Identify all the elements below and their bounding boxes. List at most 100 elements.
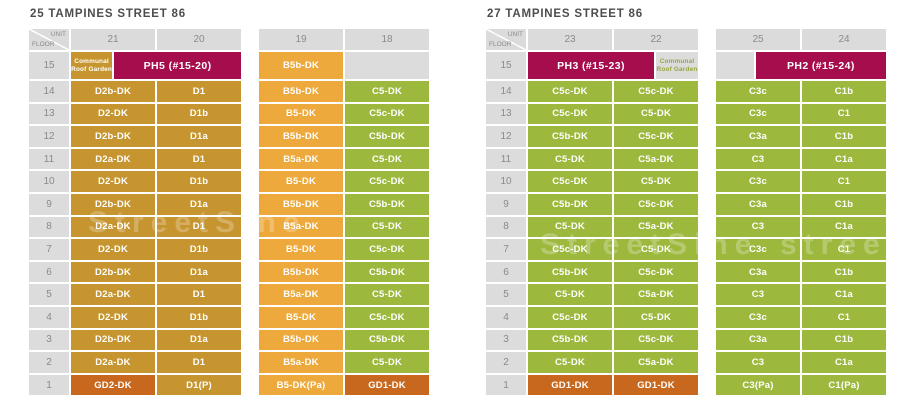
- unit-cell: C3c: [716, 81, 800, 102]
- unit-cell: C3: [716, 216, 800, 238]
- unit-cell: C5c-DK: [528, 306, 612, 328]
- floor-row: B5b-DK C5b-DK: [259, 126, 429, 147]
- unit-cell: C3a: [716, 261, 800, 283]
- unit-cell: D2b-DK: [71, 81, 155, 102]
- penthouse-cell: PH5 (#15-20): [114, 52, 241, 79]
- unit-cell: C3c: [716, 239, 800, 260]
- empty-cell: [716, 52, 754, 79]
- unit-cell: B5-DK: [259, 171, 343, 192]
- floor-row-9: 9 D2b-DK D1a: [29, 193, 241, 215]
- stack-header-25: 25: [716, 29, 800, 50]
- floor-row-14: 14 C5c-DK C5c-DK: [486, 81, 698, 102]
- unit-cell: C5-DK: [614, 239, 698, 260]
- unit-cell: C1b: [802, 126, 886, 147]
- stack-header-20: 20: [157, 29, 241, 50]
- unit-cell: B5a-DK: [259, 284, 343, 305]
- floor-row: C3 C1a: [716, 216, 886, 238]
- floor-row-13: 13 C5c-DK C5-DK: [486, 103, 698, 125]
- unit-cell: B5-DK: [259, 103, 343, 125]
- unit-cell: B5b-DK: [259, 193, 343, 215]
- floor-number-cell: 7: [29, 239, 69, 260]
- unit-floor-corner-cell: UNIT FLOOR: [486, 29, 526, 50]
- floor-row-15: 15 PH3 (#15-23) Communal Roof Garden: [486, 52, 698, 79]
- floor-number-cell: 14: [486, 81, 526, 102]
- unit-cell: C5-DK: [528, 284, 612, 305]
- table-header-row: UNIT FLOOR 23 22: [486, 29, 698, 50]
- unit-cell: D1: [157, 81, 241, 102]
- unit-cell: C5b-DK: [528, 261, 612, 283]
- floor-number-cell: 6: [29, 261, 69, 283]
- unit-cell: D1a: [157, 193, 241, 215]
- floor-row-9: 9 C5b-DK C5c-DK: [486, 193, 698, 215]
- unit-cell: C1: [802, 103, 886, 125]
- floor-number-cell: 1: [29, 374, 69, 396]
- unit-cell: B5-DK: [259, 239, 343, 260]
- floor-number-cell: 13: [29, 103, 69, 125]
- floor-number-cell: 13: [486, 103, 526, 125]
- floor-row-2: 2 C5-DK C5a-DK: [486, 352, 698, 373]
- unit-cell: C1b: [802, 329, 886, 351]
- floor-row: C3c C1: [716, 306, 886, 328]
- unit-cell: D2b-DK: [71, 329, 155, 351]
- unit-cell: C1b: [802, 261, 886, 283]
- unit-cell: C5c-DK: [614, 126, 698, 147]
- unit-cell: C1a: [802, 284, 886, 305]
- unit-cell: C3(Pa): [716, 374, 800, 396]
- unit-stack-table: UNIT FLOOR 23 22 15 PH3 (#15-23) Communal Roof…: [486, 29, 698, 397]
- unit-cell: C5c-DK: [345, 171, 429, 192]
- floor-row: B5-DK(Pa) GD1-DK: [259, 374, 429, 396]
- unit-cell: C5c-DK: [528, 239, 612, 260]
- floor-row: B5-DK C5c-DK: [259, 103, 429, 125]
- unit-stack-table: 25 24 PH2 (#15-24) C3c C1b C3c C1 C3a C1b C3 C1a C3…: [716, 29, 886, 397]
- floor-row-1: 1 GD2-DK D1(P): [29, 374, 241, 396]
- floor-row-14: 14 D2b-DK D1: [29, 81, 241, 102]
- floor-row: B5b-DK C5-DK: [259, 81, 429, 102]
- floor-row: B5b-DK: [259, 52, 429, 79]
- floor-number-cell: 8: [29, 216, 69, 238]
- floor-row: B5a-DK C5-DK: [259, 148, 429, 170]
- unit-cell: C5b-DK: [528, 329, 612, 351]
- floor-label: FLOOR: [32, 41, 55, 48]
- building-title: 27 TAMPINES STREET 86: [487, 8, 643, 20]
- floor-row-2: 2 D2a-DK D1: [29, 352, 241, 373]
- unit-cell: C1(Pa): [802, 374, 886, 396]
- floor-number-cell: 1: [486, 374, 526, 396]
- stack-header-23: 23: [528, 29, 612, 50]
- unit-cell: C5-DK: [345, 148, 429, 170]
- floor-number-cell: 3: [486, 329, 526, 351]
- unit-stack-table: 19 18 B5b-DK B5b-DK C5-DK B5-DK C5c-DK B5b-DK C5…: [259, 29, 429, 397]
- unit-cell: C5c-DK: [614, 81, 698, 102]
- unit-cell: C5b-DK: [345, 261, 429, 283]
- floor-row-3: 3 C5b-DK C5c-DK: [486, 329, 698, 351]
- floor-row-5: 5 D2a-DK D1: [29, 284, 241, 305]
- stack-header-22: 22: [614, 29, 698, 50]
- floor-row: PH2 (#15-24): [716, 52, 886, 79]
- unit-cell: C3c: [716, 306, 800, 328]
- floor-row-7: 7 C5c-DK C5-DK: [486, 239, 698, 260]
- floor-row: B5a-DK C5-DK: [259, 284, 429, 305]
- table-header-row: UNIT FLOOR 21 20: [29, 29, 241, 50]
- floor-row-15: 15 Communal Roof Garden PH5 (#15-20): [29, 52, 241, 79]
- unit-cell: C1: [802, 306, 886, 328]
- unit-cell: C5b-DK: [528, 193, 612, 215]
- floor-row: C3a C1b: [716, 126, 886, 147]
- floor-row: B5b-DK C5b-DK: [259, 329, 429, 351]
- floor-number-cell: 6: [486, 261, 526, 283]
- unit-cell: B5a-DK: [259, 216, 343, 238]
- unit-cell: D2-DK: [71, 103, 155, 125]
- communal-roof-garden-cell: Communal Roof Garden: [71, 52, 113, 79]
- unit-cell: C5-DK: [528, 352, 612, 373]
- penthouse-cell: PH2 (#15-24): [755, 52, 886, 79]
- floor-row: B5-DK C5c-DK: [259, 171, 429, 192]
- floor-number-cell: 14: [29, 81, 69, 102]
- floor-number-cell: 12: [486, 126, 526, 147]
- floor-row: C3c C1b: [716, 81, 886, 102]
- floor-row: C3a C1b: [716, 329, 886, 351]
- unit-cell: C1a: [802, 216, 886, 238]
- unit-cell: C5c-DK: [614, 261, 698, 283]
- unit-cell: C3a: [716, 126, 800, 147]
- floor-row-1: 1 GD1-DK GD1-DK: [486, 374, 698, 396]
- floor-label: FLOOR: [489, 41, 512, 48]
- unit-cell: C3: [716, 148, 800, 170]
- floor-number-cell: 15: [29, 52, 69, 79]
